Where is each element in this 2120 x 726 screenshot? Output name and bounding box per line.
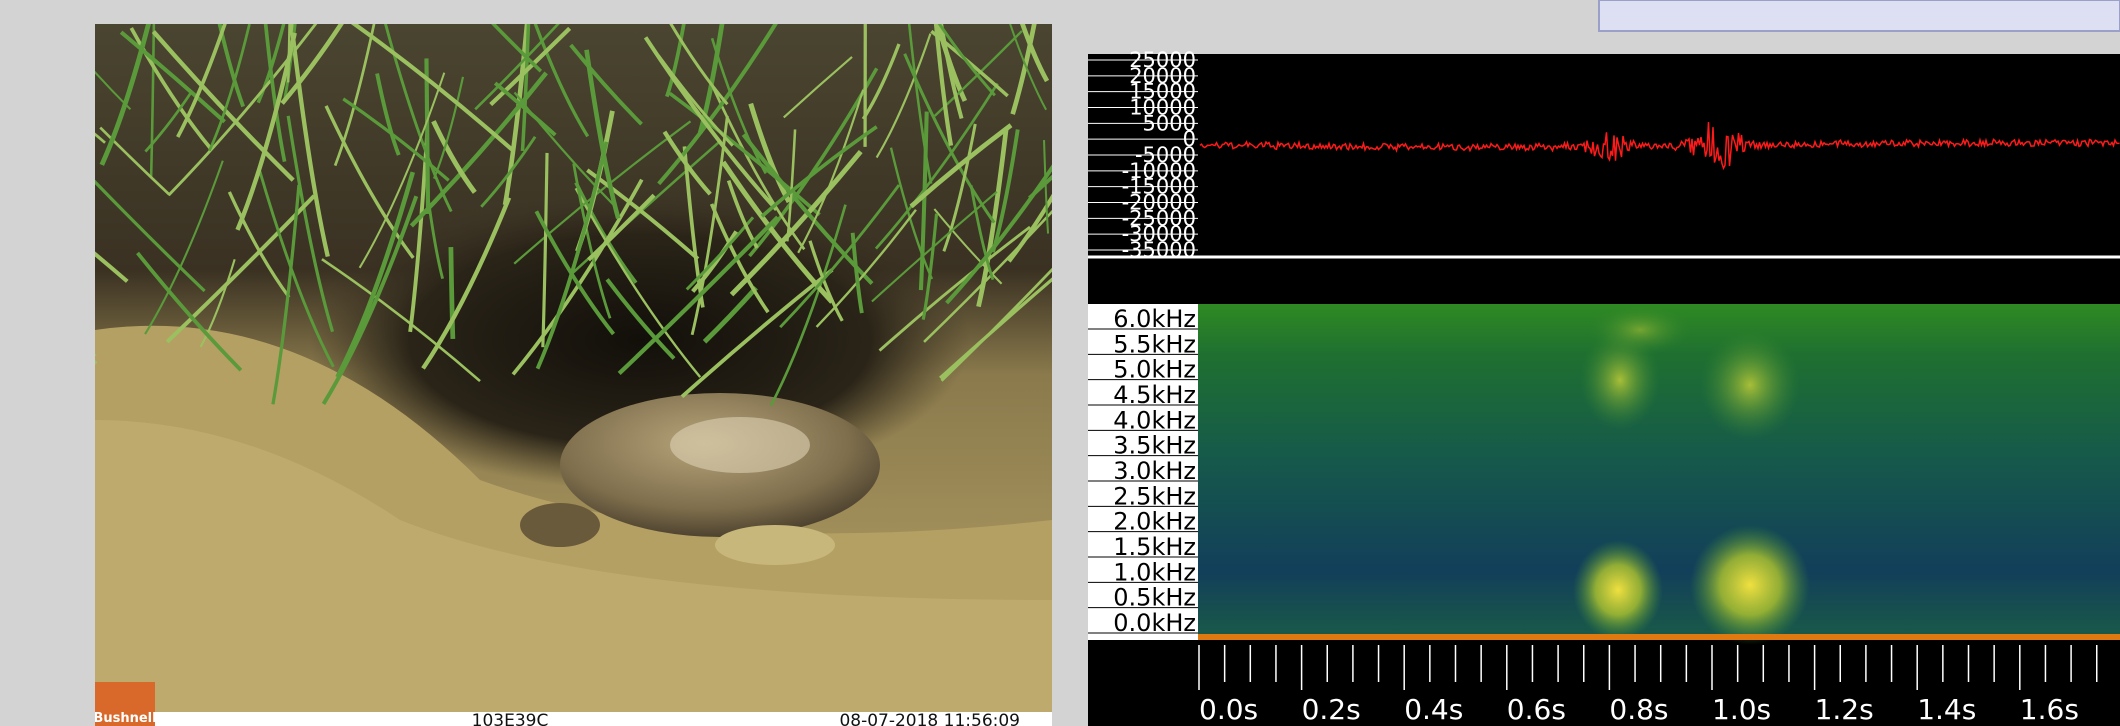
frequency-label: 3.5kHz [1113, 432, 1196, 460]
frequency-label: 3.0kHz [1113, 457, 1196, 485]
time-label: 0.6s [1507, 693, 1566, 726]
grass-blade [31, 254, 95, 356]
frequency-label: 4.0kHz [1113, 406, 1196, 434]
time-label: 0.2s [1302, 693, 1361, 726]
frequency-label: 1.5kHz [1113, 533, 1196, 561]
screen: Bushnell 103E39C 08-07-2018 11:56:09 250… [0, 0, 2120, 726]
header-box [1599, 0, 2120, 31]
page: Bushnell 103E39C 08-07-2018 11:56:09 250… [0, 0, 2120, 726]
frequency-label: 0.0kHz [1113, 609, 1196, 637]
frequency-label: 1.0kHz [1113, 558, 1196, 586]
time-label: 0.0s [1199, 693, 1258, 726]
timestamp: 08-07-2018 11:56:09 [839, 711, 1020, 726]
frequency-label: 6.0kHz [1113, 305, 1196, 333]
frequency-label: 4.5kHz [1113, 381, 1196, 409]
spectrogram-baseline [1198, 634, 2120, 640]
camera-id: 103E39C [472, 711, 549, 726]
frequency-label: 5.5kHz [1113, 330, 1196, 358]
time-label: 1.4s [1917, 693, 1976, 726]
amplitude-label: -35000 [1122, 238, 1196, 262]
grass-blade [0, 224, 97, 363]
frequency-label: 2.5kHz [1113, 482, 1196, 510]
time-label: 1.0s [1712, 693, 1771, 726]
frequency-label: 0.5kHz [1113, 584, 1196, 612]
time-label: 1.6s [2020, 693, 2079, 726]
time-label: 1.2s [1815, 693, 1874, 726]
brand: Bushnell [93, 711, 156, 726]
frequency-label: 2.0kHz [1113, 508, 1196, 536]
frequency-label: 5.0kHz [1113, 356, 1196, 384]
time-label: 0.4s [1404, 693, 1463, 726]
time-label: 0.8s [1609, 693, 1668, 726]
trail-camera-photo: Bushnell 103E39C 08-07-2018 11:56:09 [0, 0, 1172, 726]
